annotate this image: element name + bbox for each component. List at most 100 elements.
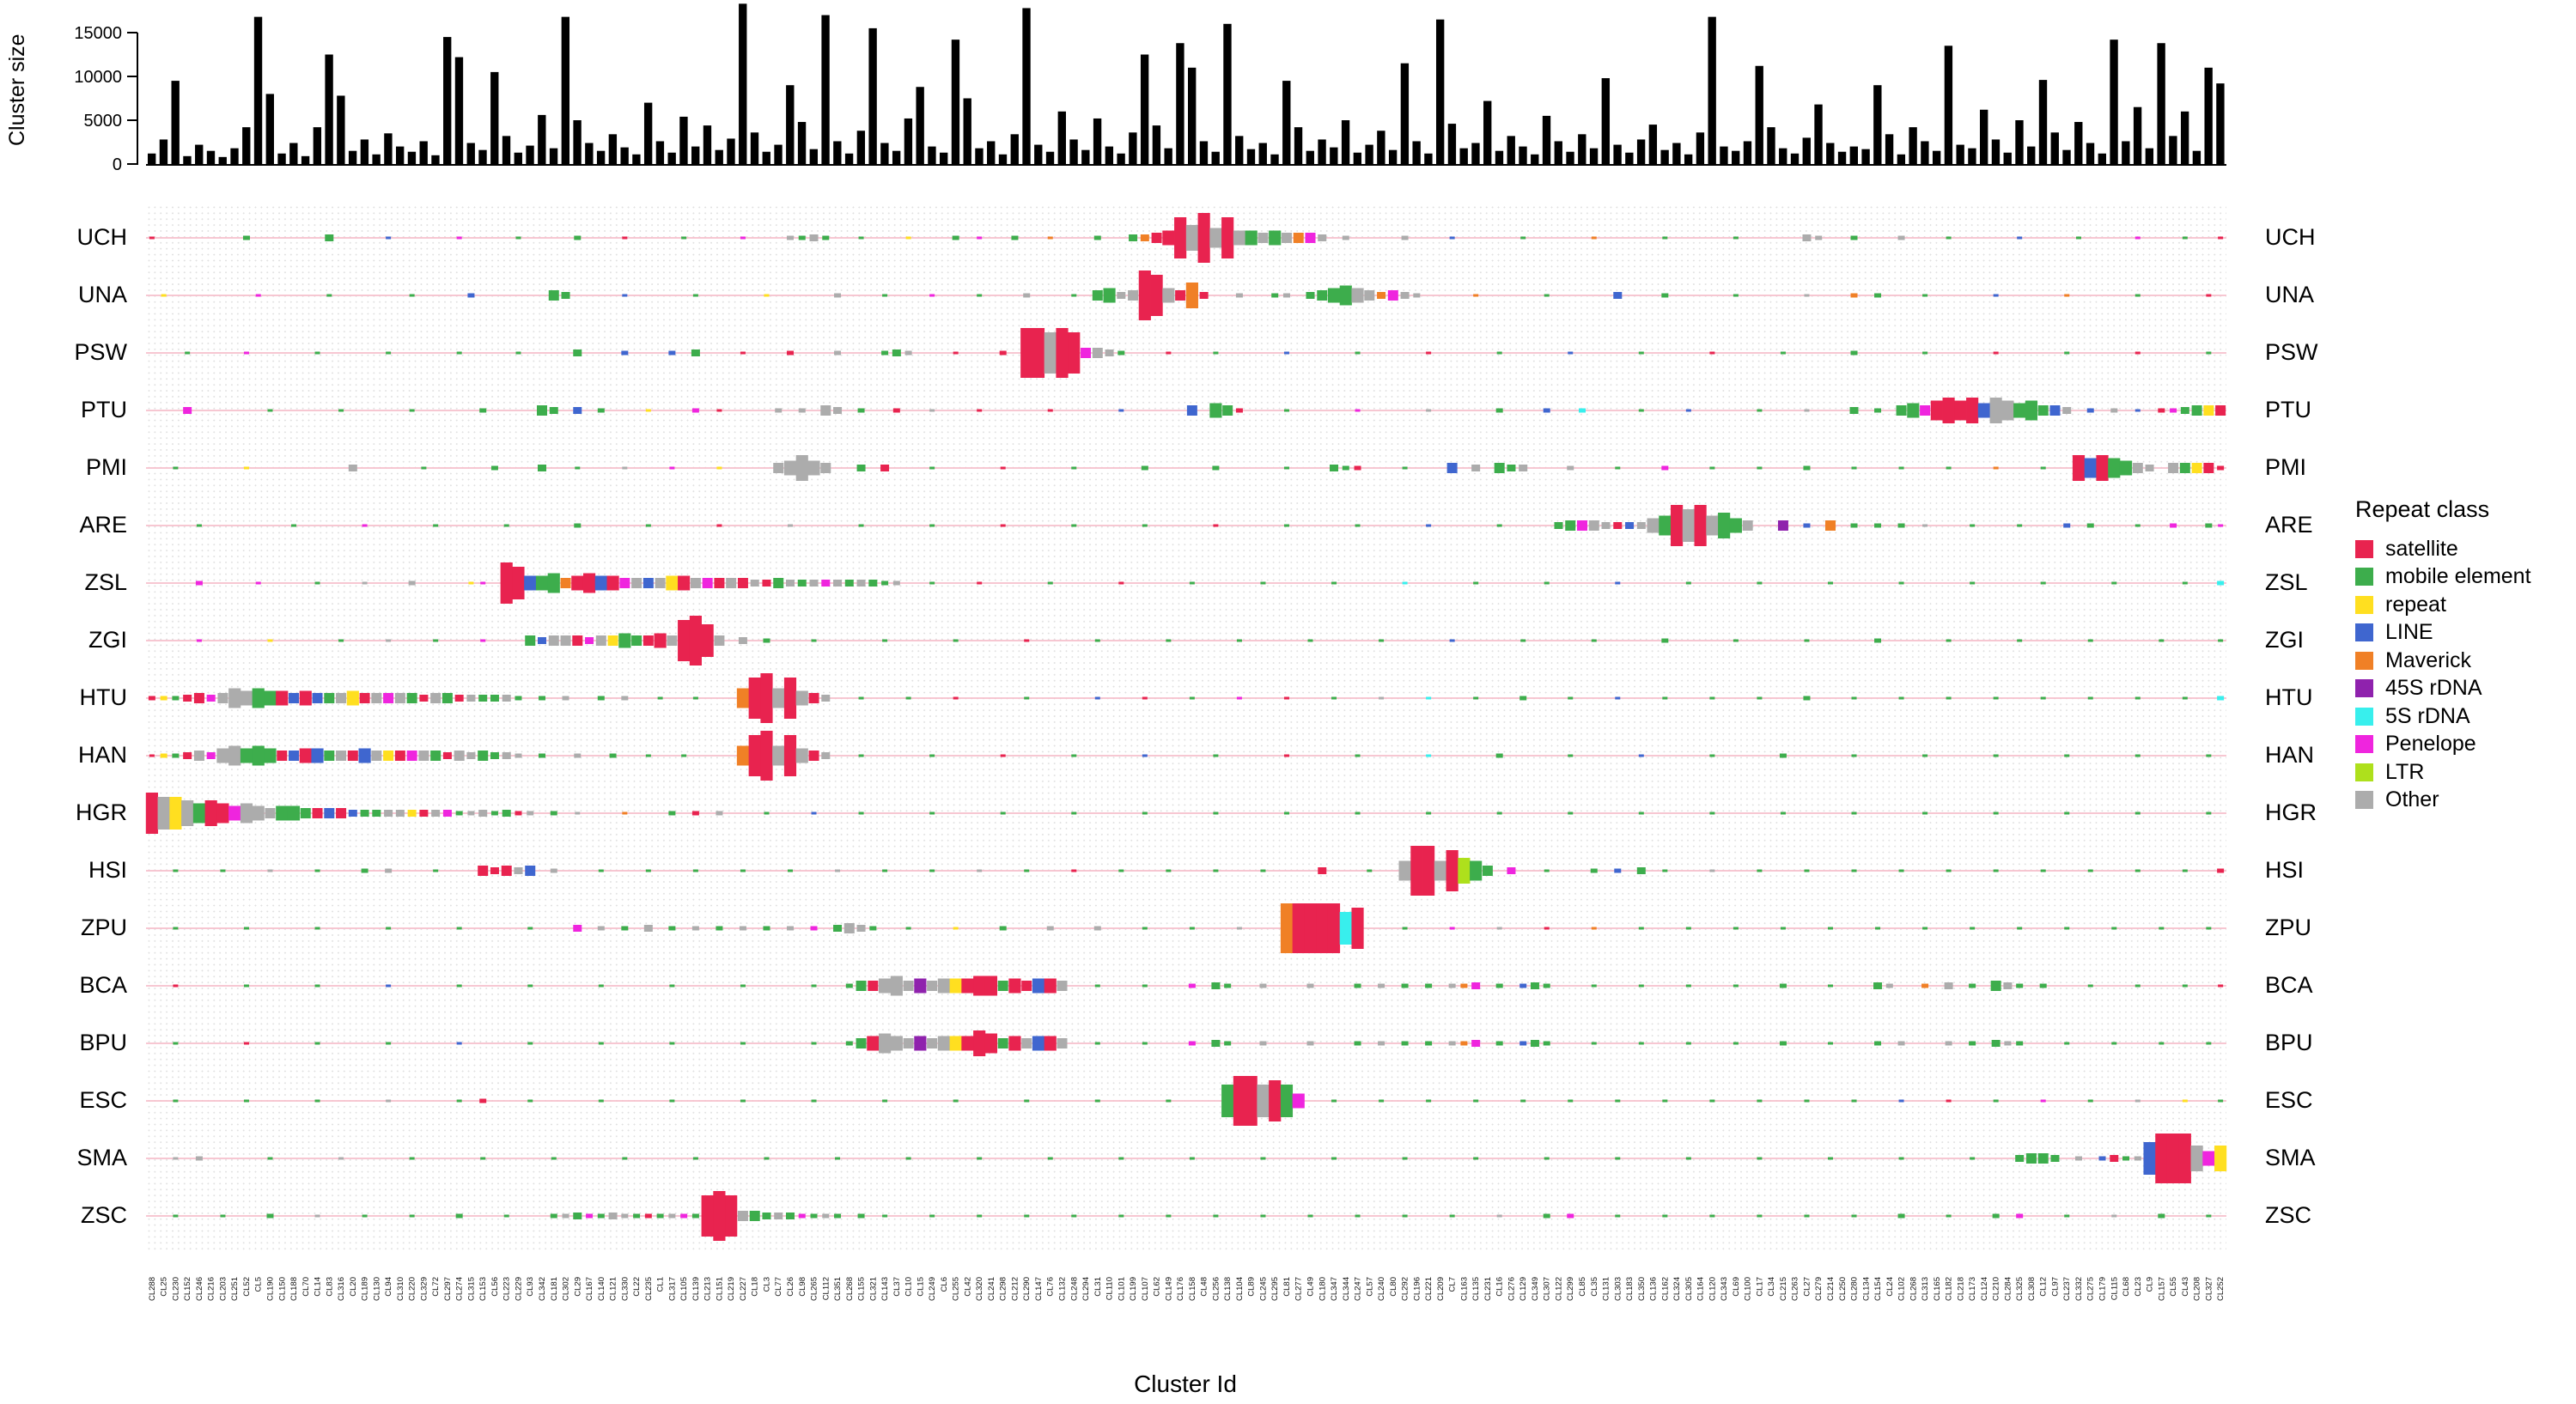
row-label-right-PSW: PSW xyxy=(2265,339,2318,365)
repeat-mark-mobile xyxy=(1685,984,1691,988)
repeat-mark-mobile xyxy=(1306,292,1315,299)
repeat-mark-LINE xyxy=(538,637,547,644)
repeat-mark-satellite xyxy=(1175,290,1186,301)
repeat-mark-Other xyxy=(714,635,725,646)
repeat-mark-LINE xyxy=(1977,403,1990,418)
cluster-bar xyxy=(2122,141,2130,164)
repeat-mark-satellite xyxy=(515,811,522,816)
repeat-mark-mobile xyxy=(1544,869,1550,872)
repeat-mark-Other xyxy=(371,751,382,761)
repeat-mark-satellite xyxy=(808,693,819,703)
repeat-mark-mobile xyxy=(2087,869,2093,872)
repeat-mark-mobile xyxy=(1709,1214,1715,1218)
repeat-mark-repeat xyxy=(267,639,273,642)
repeat-mark-Other xyxy=(386,639,392,642)
repeat-mark-satellite xyxy=(149,754,155,757)
repeat-mark-mobile xyxy=(762,1213,771,1219)
repeat-mark-5S xyxy=(1426,754,1432,757)
repeat-mark-satellite xyxy=(783,678,797,719)
row-label-right-PTU: PTU xyxy=(2265,397,2311,422)
x-tick-label: CL223 xyxy=(502,1277,512,1301)
repeat-mark-mobile xyxy=(692,869,698,872)
repeat-mark-mobile xyxy=(1896,405,1907,416)
repeat-mark-Other xyxy=(1364,290,1375,301)
repeat-mark-mobile xyxy=(2182,984,2188,988)
repeat-mark-Other xyxy=(1682,509,1695,542)
repeat-mark-mobile xyxy=(997,981,1008,991)
repeat-mark-Other xyxy=(1057,1038,1068,1048)
repeat-mark-mobile xyxy=(787,869,793,872)
cluster-bar xyxy=(1849,146,1858,164)
legend-items: satellite mobile element repeat LINE Maveric… xyxy=(2355,535,2574,814)
repeat-mark-Maverick xyxy=(622,811,628,815)
repeat-mark-mobile xyxy=(1757,1157,1763,1160)
repeat-mark-mobile xyxy=(478,695,488,702)
x-tick-label: CL101 xyxy=(1117,1277,1126,1301)
legend-swatch-icon xyxy=(2355,651,2373,670)
repeat-mark-satellite xyxy=(243,1042,249,1045)
repeat-mark-mobile xyxy=(1269,230,1282,246)
repeat-mark-mobile xyxy=(1280,1085,1294,1117)
repeat-mark-LINE xyxy=(621,350,629,356)
repeat-mark-Other xyxy=(252,805,265,821)
cluster-bar xyxy=(1365,144,1373,164)
repeat-mark-Other xyxy=(621,696,629,701)
repeat-mark-5S xyxy=(2217,580,2225,586)
repeat-mark-mobile xyxy=(173,466,179,470)
repeat-mark-Maverick xyxy=(1185,283,1198,308)
repeat-mark-mobile xyxy=(1355,524,1361,527)
repeat-mark-LINE xyxy=(324,808,335,818)
cluster-bar xyxy=(443,37,452,164)
repeat-mark-mobile xyxy=(1733,294,1739,297)
legend-label: LTR xyxy=(2385,759,2425,784)
repeat-mark-mobile xyxy=(1993,696,1999,700)
x-tick-label: CL25 xyxy=(160,1277,169,1297)
repeat-mark-mobile xyxy=(1355,754,1361,757)
repeat-mark-satellite xyxy=(867,1036,880,1051)
repeat-mark-satellite xyxy=(2218,236,2224,240)
legend-item-LINE: LINE xyxy=(2355,619,2574,647)
repeat-mark-mobile xyxy=(598,1099,604,1103)
repeat-mark-Other xyxy=(622,466,628,470)
x-tick-label: CL321 xyxy=(868,1277,878,1301)
repeat-mark-Other xyxy=(408,580,416,586)
x-tick-label: CL277 xyxy=(1294,1277,1304,1301)
x-tick-label: CL23 xyxy=(2134,1277,2143,1297)
repeat-mark-LINE xyxy=(386,236,392,240)
x-tick-label: CL5 xyxy=(254,1277,264,1292)
x-tick-label: CL196 xyxy=(1412,1277,1422,1301)
repeat-mark-mobile xyxy=(276,805,289,821)
repeat-mark-mobile xyxy=(2075,236,2081,240)
repeat-mark-mobile xyxy=(716,926,723,931)
repeat-mark-satellite xyxy=(2218,984,2224,988)
cluster-bar xyxy=(1022,8,1031,164)
repeat-mark-mobile xyxy=(1544,581,1550,585)
repeat-mark-mobile xyxy=(1638,409,1644,412)
repeat-mark-mobile xyxy=(1662,869,1668,872)
repeat-mark-Other xyxy=(1413,293,1421,298)
y-tick-label: 5000 xyxy=(84,112,123,131)
repeat-mark-mobile xyxy=(1803,465,1811,471)
repeat-mark-mobile xyxy=(1780,811,1786,815)
repeat-mark-mobile xyxy=(669,1042,675,1045)
repeat-mark-satellite xyxy=(1138,270,1151,320)
repeat-mark-mobile xyxy=(409,1214,415,1218)
x-tick-label: CL147 xyxy=(1034,1277,1044,1301)
repeat-mark-mobile xyxy=(1425,983,1433,988)
repeat-mark-mobile xyxy=(1636,867,1646,874)
repeat-mark-mobile xyxy=(1331,1099,1337,1103)
cluster-bar xyxy=(1684,154,1693,164)
repeat-mark-mobile xyxy=(1071,811,1077,815)
repeat-mark-mobile xyxy=(1993,754,1999,757)
repeat-mark-mobile xyxy=(575,466,581,470)
repeat-mark-mobile xyxy=(2206,351,2212,355)
repeat-mark-satellite xyxy=(478,866,489,876)
repeat-mark-mobile xyxy=(622,1157,628,1160)
repeat-mark-mobile xyxy=(811,639,817,642)
repeat-mark-satellite xyxy=(961,1036,974,1051)
x-tick-label: CL9 xyxy=(2146,1277,2155,1292)
repeat-mark-mobile xyxy=(1779,1041,1787,1046)
x-tick-label: CL229 xyxy=(514,1277,523,1301)
repeat-mark-mobile xyxy=(882,294,888,297)
repeat-mark-mobile xyxy=(1339,285,1352,306)
